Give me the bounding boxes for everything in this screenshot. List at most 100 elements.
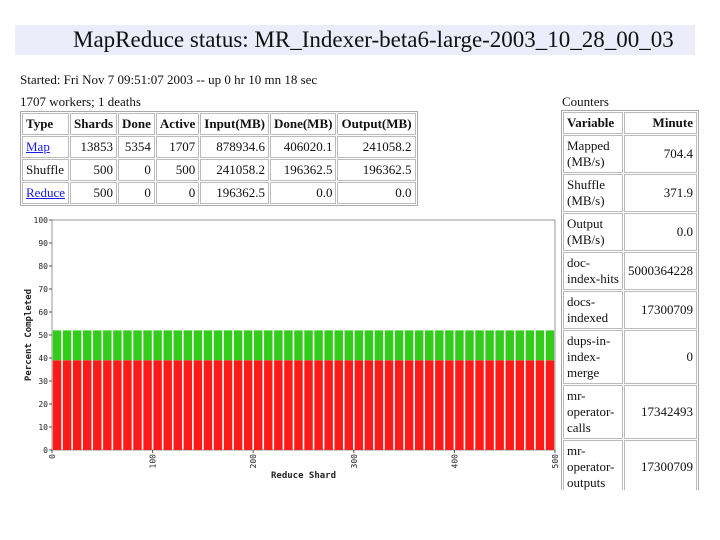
bar-segment — [52, 330, 62, 361]
bar-segment — [143, 330, 152, 361]
bar-segment — [133, 330, 142, 361]
bar-segment — [425, 330, 434, 361]
type-link[interactable]: Map — [26, 139, 50, 154]
column-header: Done — [118, 113, 155, 135]
job-row: Map 13853 5354 1707 878934.6 406020.1 241058.2 — [22, 136, 416, 158]
bar-segment — [525, 360, 535, 450]
bar-segment — [163, 360, 172, 450]
y-tick-label: 20 — [38, 400, 48, 409]
y-tick-label: 50 — [38, 331, 48, 340]
bar-segment — [213, 330, 223, 361]
bar-segment — [334, 360, 343, 450]
bar-segment — [62, 330, 72, 361]
value-cell: 0 — [118, 159, 155, 181]
bar-segment — [535, 330, 545, 361]
counter-value: 17342493 — [624, 385, 697, 439]
bar-segment — [304, 330, 313, 361]
type-cell: Shuffle — [22, 159, 69, 181]
bar-segment — [193, 330, 203, 361]
y-tick-label: 90 — [38, 239, 48, 248]
bar-segment — [384, 330, 394, 361]
x-axis-label: Reduce Shard — [271, 471, 336, 481]
bar-segment — [274, 330, 283, 361]
column-header: Output(MB) — [337, 113, 416, 135]
bar-segment — [203, 330, 213, 361]
bar-segment — [475, 330, 484, 361]
y-tick-label: 80 — [38, 262, 48, 271]
job-row: Shuffle 500 0 500 241058.2 196362.5 196362.5 — [22, 159, 416, 181]
header-row: Variable Minute — [563, 112, 697, 134]
bar-segment — [254, 330, 263, 361]
bar-segment — [183, 360, 193, 450]
value-cell: 0.0 — [269, 182, 337, 204]
counter-value: 0 — [624, 330, 697, 384]
bar-segment — [133, 360, 142, 450]
counter-row: doc-index-hits 5000364228 — [563, 252, 697, 290]
counter-value: 371.9 — [624, 174, 697, 212]
value-cell: 878934.6 — [200, 136, 269, 158]
counters-title: Counters — [562, 94, 609, 109]
bar-segment — [294, 330, 303, 361]
value-cell: 196362.5 — [269, 159, 337, 181]
header-row: Type Shards Done Active Input(MB) Done(MB) Out… — [22, 113, 416, 135]
counter-value: 0.0 — [624, 213, 697, 251]
bar-segment — [465, 360, 474, 450]
bar-segment — [354, 330, 364, 361]
bar-segment — [173, 360, 182, 450]
counter-row: Output (MB/s) 0.0 — [563, 213, 697, 251]
bar-segment — [113, 330, 122, 361]
bar-segment — [103, 330, 112, 361]
value-cell: 406020.1 — [269, 136, 337, 158]
bar-segment — [414, 360, 424, 450]
bar-segment — [254, 360, 263, 450]
bar-segment — [425, 360, 434, 450]
bar-segment — [72, 360, 82, 450]
bar-segment — [284, 360, 293, 450]
bar-segment — [93, 360, 102, 450]
value-cell: 13853 — [69, 136, 118, 158]
bar-segment — [294, 360, 303, 450]
value-cell: 5354 — [118, 136, 155, 158]
bar-segment — [495, 360, 504, 450]
bar-segment — [143, 360, 152, 450]
column-header: Shards — [69, 113, 118, 135]
bar-segment — [203, 360, 213, 450]
x-tick-label: 400 — [450, 454, 459, 469]
jobs-table: Type Shards Done Active Input(MB) Done(MB) Out… — [20, 111, 418, 206]
y-axis-label: Percent Completed — [24, 289, 34, 381]
type-link[interactable]: Reduce — [26, 185, 65, 200]
counter-name: Output (MB/s) — [563, 213, 623, 251]
bar-segment — [445, 330, 454, 361]
bar-segment — [334, 330, 343, 361]
bar-segment — [123, 360, 132, 450]
bar-segment — [233, 360, 243, 450]
job-row: Reduce 500 0 0 196362.5 0.0 0.0 — [22, 182, 416, 204]
bar-segment — [264, 360, 273, 450]
column-header: Input(MB) — [200, 113, 269, 135]
bar-segment — [505, 330, 514, 361]
value-cell: 500 — [69, 182, 118, 204]
value-cell: 0 — [155, 182, 200, 204]
bar-segment — [193, 360, 203, 450]
progress-chart: 0 10 20 30 40 50 60 70 80 90 100 0 100 200 300 400 500 Re… — [24, 216, 560, 481]
value-cell: 196362.5 — [337, 159, 416, 181]
y-tick-label: 60 — [38, 308, 48, 317]
bar-segment — [414, 330, 424, 361]
counter-value: 704.4 — [624, 135, 697, 173]
counter-name: mr-operator-outputs — [563, 440, 623, 490]
bar-segment — [223, 330, 233, 361]
started-line: Started: Fri Nov 7 09:51:07 2003 -- up 0… — [20, 72, 318, 87]
bar-segment — [374, 330, 384, 361]
bar-segment — [243, 330, 253, 361]
bar-segment — [153, 330, 162, 361]
counter-name: dups-in-index-merge — [563, 330, 623, 384]
counter-row: Shuffle (MB/s) 371.9 — [563, 174, 697, 212]
bar-segment — [113, 360, 122, 450]
bar-segment — [515, 360, 525, 450]
bar-segment — [354, 360, 364, 450]
bar-segment — [495, 330, 504, 361]
counter-value: 17300709 — [624, 291, 697, 329]
bar-segment — [515, 330, 525, 361]
counter-row: dups-in-index-merge 0 — [563, 330, 697, 384]
